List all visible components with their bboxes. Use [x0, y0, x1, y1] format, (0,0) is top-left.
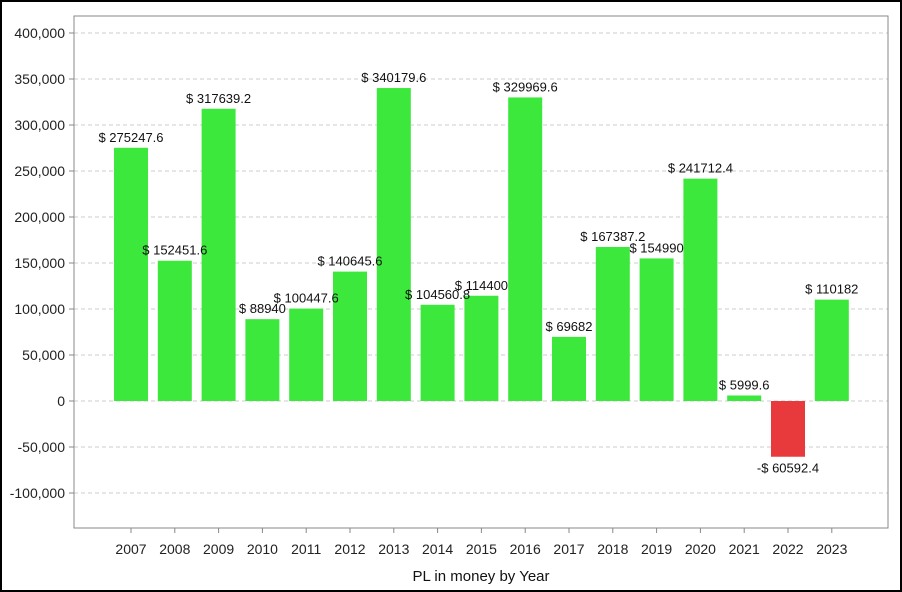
- x-tick-label-2011: 2011: [291, 541, 321, 557]
- x-tick-label-2009: 2009: [203, 541, 234, 557]
- data-label-2011: $ 100447.6: [274, 291, 339, 306]
- y-tick-label: 350,000: [14, 71, 65, 87]
- y-tick-label: -100,000: [10, 485, 65, 501]
- tick-labels: 400,000 350,000 300,000 250,000 200,000 150,0…: [10, 25, 848, 557]
- data-label-2010: $ 88940: [239, 301, 286, 316]
- data-labels: $ 275247.6$ 152451.6$ 317639.2$ 88940$ 1…: [98, 70, 858, 476]
- data-label-2009: $ 317639.2: [186, 91, 251, 106]
- y-tick-label: 150,000: [14, 255, 65, 271]
- x-tick-label-2020: 2020: [685, 541, 716, 557]
- bar-2020: [683, 178, 718, 401]
- x-tick-label-2015: 2015: [466, 541, 497, 557]
- bar-2023: [814, 299, 849, 401]
- bar-2017: [552, 336, 586, 401]
- data-label-2022: -$ 60592.4: [757, 461, 819, 476]
- bar-2019: [639, 258, 674, 401]
- bar-2012: [333, 271, 367, 401]
- x-tick-label-2022: 2022: [772, 541, 803, 557]
- x-tick-label-2010: 2010: [247, 541, 278, 557]
- y-tick-label: 100,000: [14, 301, 65, 317]
- x-tick-label-2019: 2019: [641, 541, 672, 557]
- x-tick-label-2012: 2012: [334, 541, 365, 557]
- data-label-2008: $ 152451.6: [142, 243, 207, 258]
- x-tick-label-2023: 2023: [816, 541, 847, 557]
- axes: [69, 15, 889, 533]
- data-label-2017: $ 69682: [546, 319, 593, 334]
- y-tick-label: -50,000: [18, 439, 66, 455]
- x-tick-label-2007: 2007: [115, 541, 146, 557]
- data-label-2019: $ 154990: [629, 240, 683, 255]
- data-label-2018: $ 167387.2: [580, 229, 645, 244]
- x-tick-label-2017: 2017: [553, 541, 584, 557]
- y-tick-label: 200,000: [14, 209, 65, 225]
- bar-2022: [771, 401, 805, 457]
- data-label-2015: $ 114400: [455, 278, 508, 293]
- data-label-2014: $ 104560.8: [405, 287, 470, 302]
- data-label-2020: $ 241712.4: [668, 161, 733, 176]
- bar-2008: [157, 260, 192, 401]
- bar-2009: [201, 108, 236, 401]
- bar-2014: [420, 304, 455, 401]
- data-label-2007: $ 275247.6: [98, 130, 163, 145]
- x-tick-label-2008: 2008: [159, 541, 190, 557]
- bar-2015: [464, 295, 499, 401]
- bar-2021: [727, 395, 762, 401]
- y-tick-label: 50,000: [22, 347, 65, 363]
- data-label-2021: $ 5999.6: [719, 377, 770, 392]
- x-tick-label-2013: 2013: [378, 541, 409, 557]
- data-label-2012: $ 140645.6: [317, 254, 382, 269]
- x-tick-label-2016: 2016: [510, 541, 541, 557]
- data-label-2016: $ 329969.6: [493, 79, 558, 94]
- bar-2016: [508, 97, 543, 401]
- data-label-2023: $ 110182: [805, 282, 858, 297]
- bar-2011: [289, 308, 324, 401]
- y-tick-label: 0: [57, 393, 65, 409]
- x-axis-title: PL in money by Year: [412, 568, 549, 585]
- y-tick-label: 300,000: [14, 117, 65, 133]
- bar-2010: [245, 319, 280, 401]
- x-tick-label-2021: 2021: [729, 541, 760, 557]
- y-tick-label: 250,000: [14, 163, 65, 179]
- x-tick-label-2014: 2014: [422, 541, 453, 557]
- bar-2007: [114, 147, 148, 401]
- bar-2013: [376, 88, 411, 402]
- y-tick-label: 400,000: [14, 25, 65, 41]
- x-tick-label-2018: 2018: [597, 541, 628, 557]
- bars: [114, 88, 849, 457]
- data-label-2013: $ 340179.6: [361, 70, 426, 85]
- bar-2018: [595, 247, 630, 401]
